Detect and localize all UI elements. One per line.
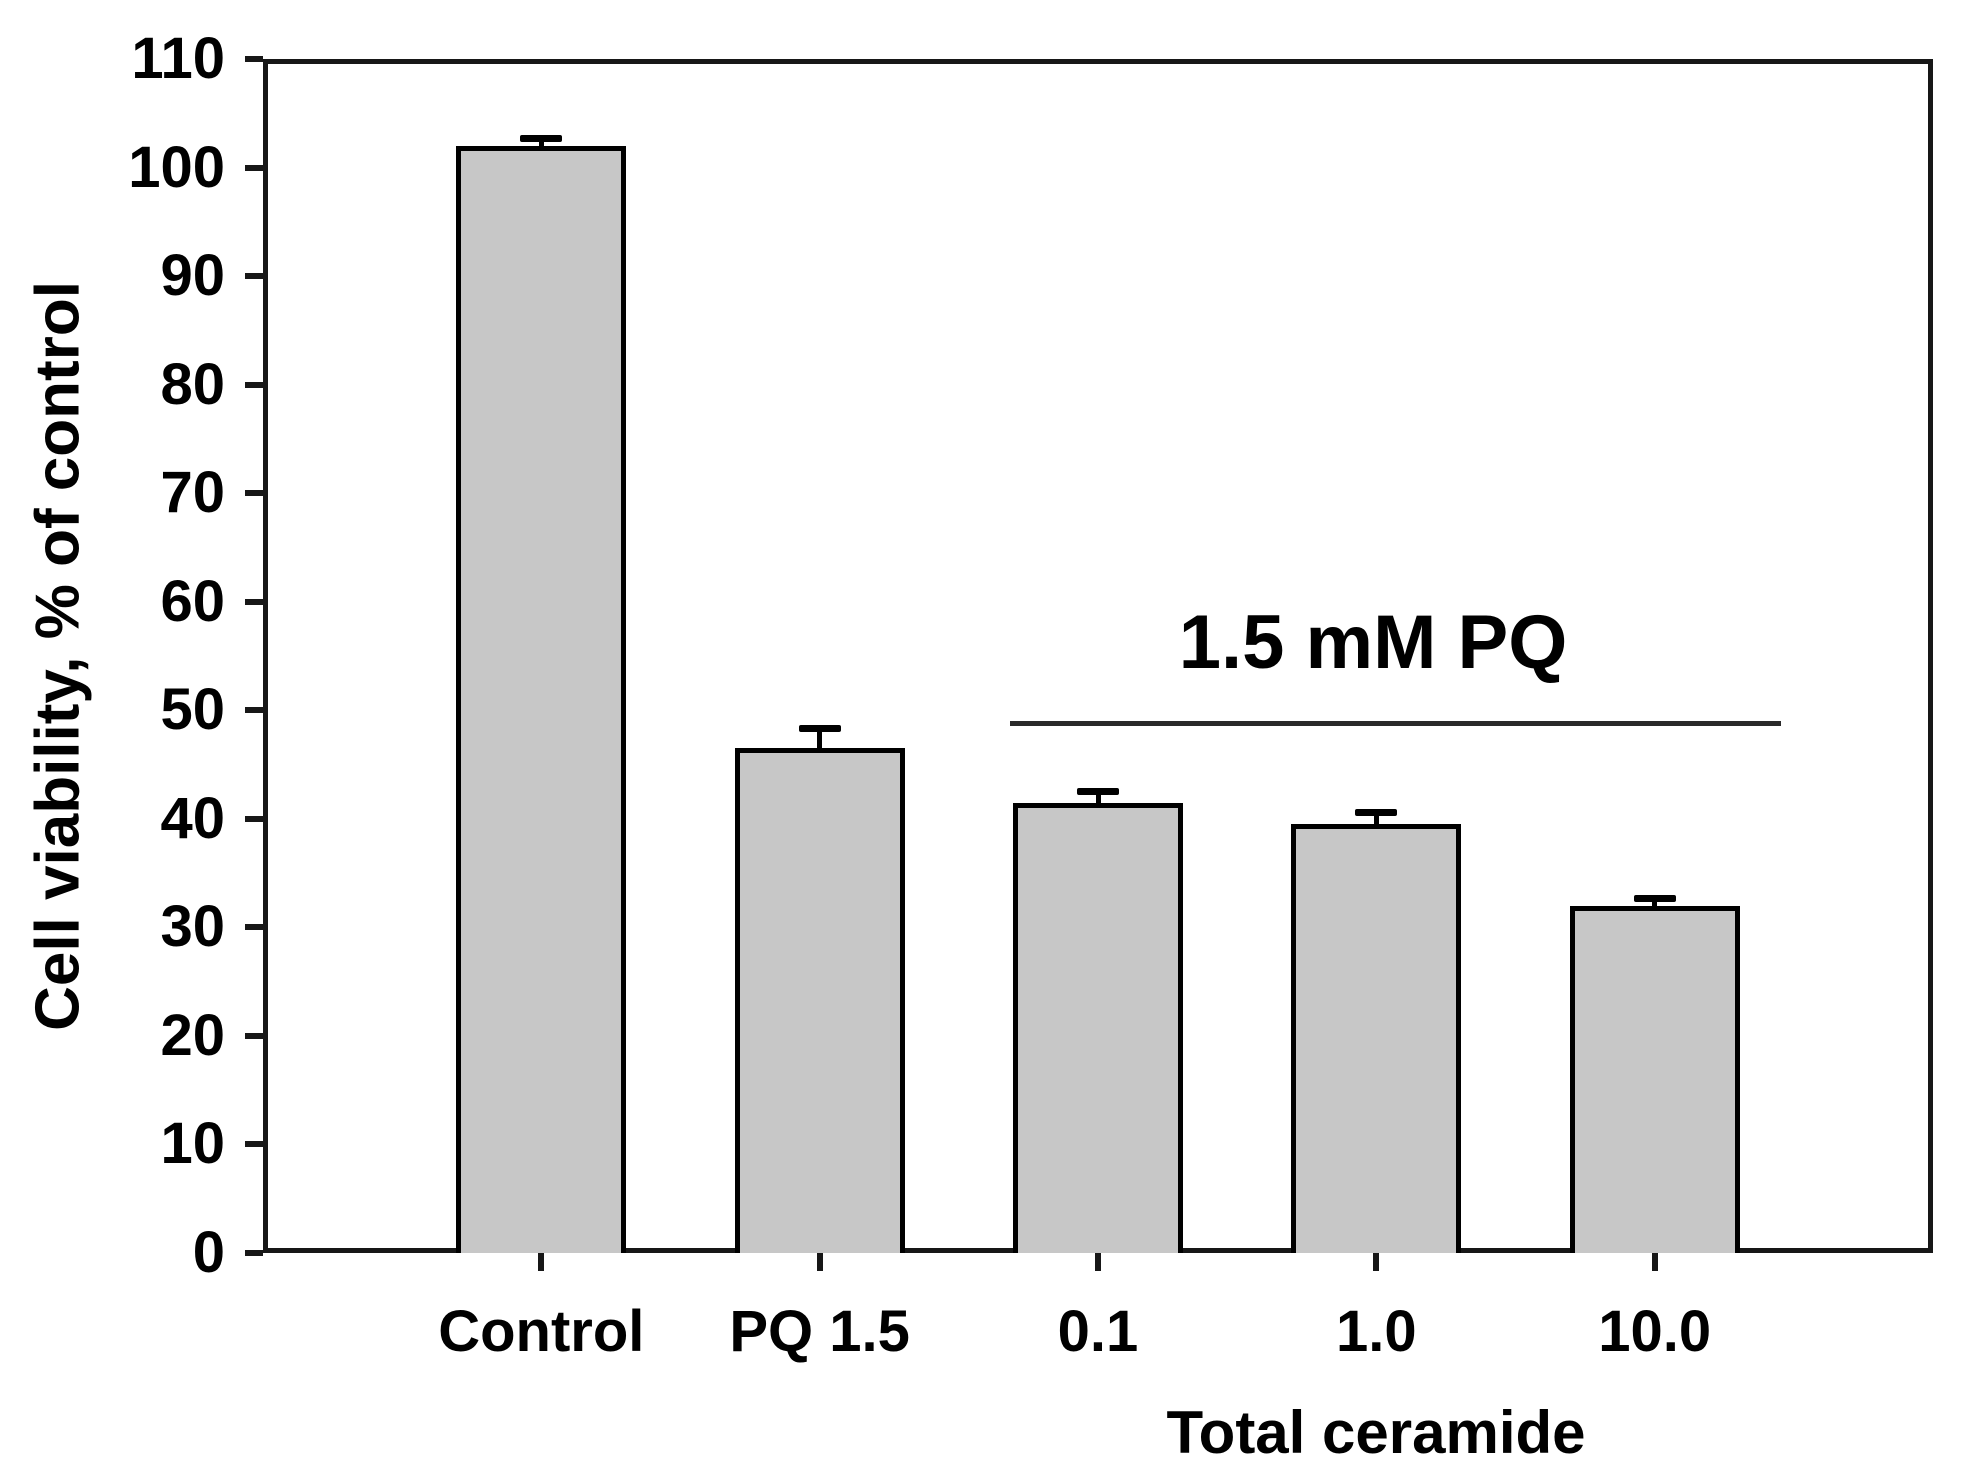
y-tick-mark xyxy=(245,490,263,497)
error-bar-stem xyxy=(1373,812,1379,825)
y-tick-mark xyxy=(245,924,263,931)
y-tick-mark xyxy=(245,273,263,280)
error-bar-cap xyxy=(1355,809,1398,817)
x-tick-label: 0.1 xyxy=(1057,1299,1139,1364)
error-bar-stem xyxy=(538,138,544,146)
y-tick-mark xyxy=(245,815,263,822)
y-tick-label: 110 xyxy=(131,26,225,91)
x-tick-label: 10.0 xyxy=(1598,1299,1712,1364)
annotation-line xyxy=(1009,720,1782,726)
y-tick-label: 40 xyxy=(160,785,225,851)
x-tick-mark xyxy=(1095,1253,1101,1271)
y-tick-mark xyxy=(245,598,263,605)
y-tick-label: 50 xyxy=(160,677,225,743)
y-tick-mark xyxy=(245,381,263,388)
y-tick-label: 100 xyxy=(128,134,225,200)
error-bar-cap xyxy=(520,135,563,143)
x-tick-label: Control xyxy=(438,1299,645,1364)
bar-pq-1.5 xyxy=(734,748,905,1253)
x-tick-mark xyxy=(1373,1253,1380,1271)
y-tick-mark xyxy=(245,1141,263,1148)
y-tick-mark xyxy=(245,164,263,171)
error-bar-cap xyxy=(1077,787,1119,795)
y-tick-mark xyxy=(245,707,263,714)
y-tick-mark xyxy=(245,1032,263,1039)
bar-control xyxy=(456,145,627,1253)
bar-1.0 xyxy=(1291,824,1462,1253)
y-tick-label: 70 xyxy=(160,460,225,526)
bar-10.0 xyxy=(1569,905,1740,1253)
error-bar-stem xyxy=(817,727,823,749)
y-tick-label: 0 xyxy=(192,1220,225,1285)
x-axis-group-title: Total ceramide xyxy=(1166,1399,1586,1466)
x-tick-mark xyxy=(816,1253,823,1271)
x-tick-mark xyxy=(538,1253,545,1271)
x-tick-mark xyxy=(1651,1253,1658,1271)
error-bar-cap xyxy=(798,724,841,732)
y-tick-label: 10 xyxy=(160,1111,225,1177)
y-tick-label: 80 xyxy=(160,351,225,417)
y-tick-label: 30 xyxy=(160,894,225,960)
error-bar-stem xyxy=(1095,790,1101,803)
bar-0.1 xyxy=(1013,802,1183,1253)
y-tick-mark xyxy=(245,1250,263,1256)
annotation-label: 1.5 mM PQ xyxy=(1178,600,1568,686)
error-bar-cap xyxy=(1633,895,1676,903)
y-tick-label: 60 xyxy=(160,568,225,634)
x-tick-label: 1.0 xyxy=(1336,1299,1417,1364)
y-tick-label: 90 xyxy=(160,243,225,309)
y-tick-label: 20 xyxy=(160,1002,225,1068)
x-tick-label: PQ 1.5 xyxy=(729,1299,910,1364)
y-tick-mark xyxy=(245,56,263,62)
